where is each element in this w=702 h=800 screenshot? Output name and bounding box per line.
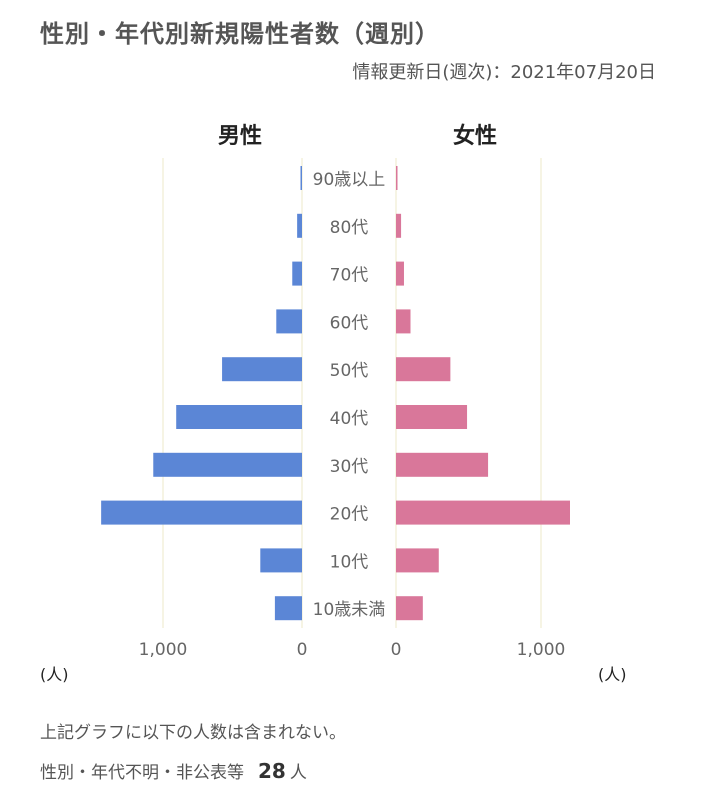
female-bar <box>396 357 451 382</box>
note-unknown: 性別・年代不明・非公表等 28 人 <box>40 758 307 783</box>
male-bar <box>297 213 302 238</box>
female-heading: 女性 <box>453 123 497 149</box>
male-bar <box>274 596 302 621</box>
category-label: 30代 <box>330 457 369 477</box>
male-tick-1000: 1,000 <box>139 640 188 660</box>
male-bar <box>153 452 302 477</box>
male-tick-0: 0 <box>297 640 308 660</box>
male-bar <box>101 500 303 525</box>
bars: 90歳以上 80代 70代 60代 50代 40代 30代 20代 10代 10歳未満 <box>101 166 570 621</box>
female-bar <box>396 309 411 334</box>
category-label: 10代 <box>330 552 369 572</box>
category-label: 70代 <box>330 266 369 286</box>
update-date: 情報更新日(週次)：2021年07月20日 <box>352 62 656 83</box>
category-label: 90歳以上 <box>313 170 386 190</box>
female-bar <box>396 261 404 286</box>
female-unit-label: (人) <box>598 665 627 684</box>
category-label: 40代 <box>330 409 369 429</box>
note-unknown-unit: 人 <box>289 763 307 783</box>
population-pyramid-chart: 男性 女性 90歳以上 80代 70代 60代 50代 40代 30代 20代 10代 10歳未満… <box>40 123 627 684</box>
male-bar <box>300 166 302 190</box>
female-bar <box>396 596 423 621</box>
male-unit-label: (人) <box>40 665 69 684</box>
male-heading: 男性 <box>218 124 262 149</box>
category-label: 20代 <box>330 505 369 525</box>
female-bar <box>396 452 489 477</box>
note-unknown-label: 性別・年代不明・非公表等 <box>40 763 244 783</box>
female-bar <box>396 405 468 429</box>
category-label: 50代 <box>330 361 369 381</box>
female-bar <box>396 213 402 238</box>
page-title: 性別・年代別新規陽性者数（週別） <box>40 20 440 48</box>
female-tick-0: 0 <box>391 640 402 660</box>
female-bar <box>396 548 439 573</box>
note-excluded: 上記グラフに以下の人数は含まれない。 <box>40 723 346 743</box>
note-unknown-count: 28 <box>258 759 286 783</box>
male-bar <box>222 357 302 382</box>
male-bar <box>276 309 302 334</box>
category-label: 80代 <box>330 218 369 238</box>
male-bar <box>292 261 302 286</box>
male-bar <box>260 548 302 573</box>
male-bar <box>176 405 302 429</box>
female-tick-1000: 1,000 <box>517 640 566 660</box>
female-bar <box>396 166 398 190</box>
female-bar <box>396 500 570 525</box>
category-label: 10歳未満 <box>313 600 386 620</box>
category-label: 60代 <box>330 313 369 333</box>
